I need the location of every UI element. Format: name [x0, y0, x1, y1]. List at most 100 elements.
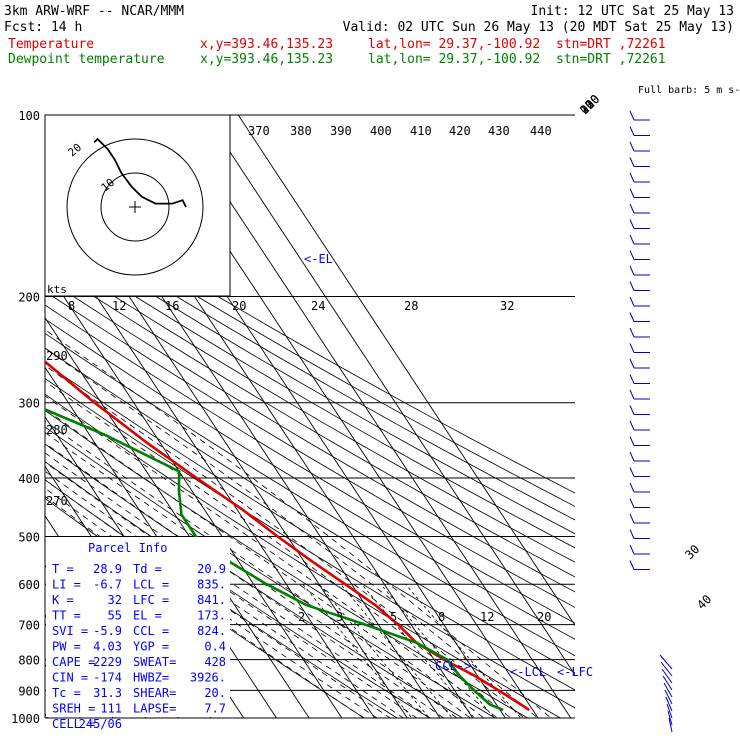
moist-adiabat-line: [45, 452, 431, 718]
parcel-value: -174: [93, 671, 122, 685]
wind-barb-icon: [629, 436, 635, 446]
pressure-tick-label: 500: [18, 530, 40, 544]
mixing-ratio-line: [340, 583, 453, 718]
wind-barb-icon: [629, 343, 635, 353]
hodograph-ring: [100, 172, 170, 242]
dewpoint-profile: [45, 408, 504, 712]
wind-barb-icon: [629, 141, 635, 152]
wind-barb-icon: [629, 420, 635, 431]
wind-barb-icon: [629, 110, 635, 121]
wind-barb-icon: [629, 296, 635, 307]
theta-tick-label: 290: [46, 349, 68, 363]
dry-adiabat-line: [45, 426, 496, 718]
isotherm-line: [172, 115, 572, 718]
temp-xy: x,y=393.46,135.23: [200, 37, 333, 52]
hodograph-speed-label: 8: [68, 299, 75, 313]
parcel-value: 4.03: [93, 640, 122, 654]
theta-tick-label: 370: [248, 124, 270, 138]
wind-barb-icon: [667, 710, 673, 726]
hodograph-speed-label: 24: [311, 299, 325, 313]
parcel-key: LFC =: [133, 593, 169, 607]
dry-adiabat-line: [45, 290, 575, 608]
ccl-marker: CCL->: [435, 659, 471, 673]
parcel-key: CAPE =: [52, 655, 95, 669]
hodograph-ring: [66, 138, 204, 276]
mixing-ratio-line: [302, 583, 413, 718]
wind-barb-icon: [664, 689, 673, 705]
parcel-value: 111: [100, 702, 122, 716]
mixing-ratio-line: [318, 583, 430, 718]
parcel-key: CIN =: [52, 671, 88, 685]
wind-barb-icon: [629, 188, 635, 198]
parcel-value: 3926.: [190, 671, 226, 685]
pressure-tick-label: 800: [18, 654, 40, 668]
wind-barb-icon: [629, 250, 635, 260]
hodograph-speed-label: 12: [112, 299, 126, 313]
isotherm-line: [237, 115, 575, 627]
parcel-key: Td =: [133, 562, 162, 576]
wind-barb-icon: [629, 203, 635, 214]
wind-barb-icon: [629, 529, 635, 539]
theta-tick-label: 440: [530, 124, 552, 138]
wind-barb-icon: [629, 374, 635, 384]
parcel-value: 20.: [204, 686, 226, 700]
wind-barb-icon: [629, 312, 635, 322]
wind-barb-icon: [629, 498, 635, 508]
mixing-ratio-label: 12: [480, 610, 494, 624]
hodograph-unit: kts: [47, 283, 67, 296]
dry-adiabat-line: [45, 214, 575, 521]
mixing-ratio-label: 3: [336, 610, 343, 624]
lfc-marker: <-LFC: [557, 665, 593, 679]
parcel-info-panel: Parcel Info T = 28.9 Td = 20.9 LI = -6.7 LCL =…: [46, 537, 230, 731]
theta-tick-label: 270: [46, 494, 68, 508]
wind-barb-icon: [629, 560, 635, 570]
dry-adiabat-line: [45, 347, 575, 674]
theta-tick-label: 420: [449, 124, 471, 138]
dry-adiabat-line: [45, 238, 575, 549]
theta-tick-label: 400: [370, 124, 392, 138]
mixing-ratio-label: 5: [390, 610, 397, 624]
hodograph-speed-label: 28: [404, 299, 418, 313]
parcel-value: 428: [204, 655, 226, 669]
dry-adiabat-line: [45, 202, 575, 507]
model-title: 3km ARW-WRF -- NCAR/MMM: [4, 4, 184, 19]
dry-adiabat-line: [45, 226, 575, 535]
parcel-key: SHEAR=: [133, 686, 176, 700]
temp-latlon: lat,lon= 29.37,-100.92: [368, 37, 540, 52]
parcel-key: SVI =: [52, 624, 88, 638]
wind-barb-icon: [629, 389, 635, 400]
dry-adiabat-line: [45, 190, 575, 494]
pressure-tick-label: 1000: [11, 712, 40, 726]
dry-adiabat-line: [45, 264, 575, 578]
pressure-tick-label: 400: [18, 472, 40, 486]
parcel-key: T =: [52, 562, 74, 576]
wind-barb-icon: [662, 675, 673, 691]
hodograph-speed-label: 16: [165, 299, 179, 313]
init-time: Init: 12 UTC Sat 25 May 13: [531, 4, 735, 19]
wind-barb-icon: [629, 358, 635, 369]
wind-barb-icon: [660, 661, 673, 677]
mixing-ratio-label: 2: [298, 610, 305, 624]
pressure-tick-label: 700: [18, 619, 40, 633]
parcel-key: Tc =: [52, 686, 81, 700]
isotherm-line: [107, 115, 506, 718]
theta-tick-label: 280: [46, 423, 68, 437]
wind-barb-icon: [629, 544, 635, 555]
temperature-legend: Temperature: [8, 37, 94, 52]
moist-adiabat-line: [45, 329, 552, 718]
parcel-key: PW =: [52, 640, 81, 654]
parcel-value: 55: [108, 609, 122, 623]
hodograph-speed-label: 32: [500, 299, 514, 313]
dry-adiabat-line: [45, 318, 575, 640]
forecast-hour: Fcst: 14 h: [4, 20, 82, 35]
wind-barb-icon: [659, 654, 673, 670]
parcel-info-title: Parcel Info: [88, 541, 167, 555]
dry-adiabat-line: [45, 409, 529, 718]
parcel-key: CCL =: [133, 624, 169, 638]
hodograph-frame: [44, 114, 231, 297]
wind-barb-icon: [666, 703, 673, 719]
parcel-key: K =: [52, 593, 74, 607]
moist-adiabat-line: [45, 365, 525, 718]
wind-barb-icon: [665, 696, 673, 712]
